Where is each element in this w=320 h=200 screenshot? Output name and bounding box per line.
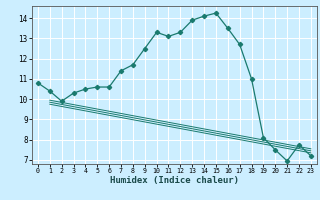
X-axis label: Humidex (Indice chaleur): Humidex (Indice chaleur) bbox=[110, 176, 239, 185]
